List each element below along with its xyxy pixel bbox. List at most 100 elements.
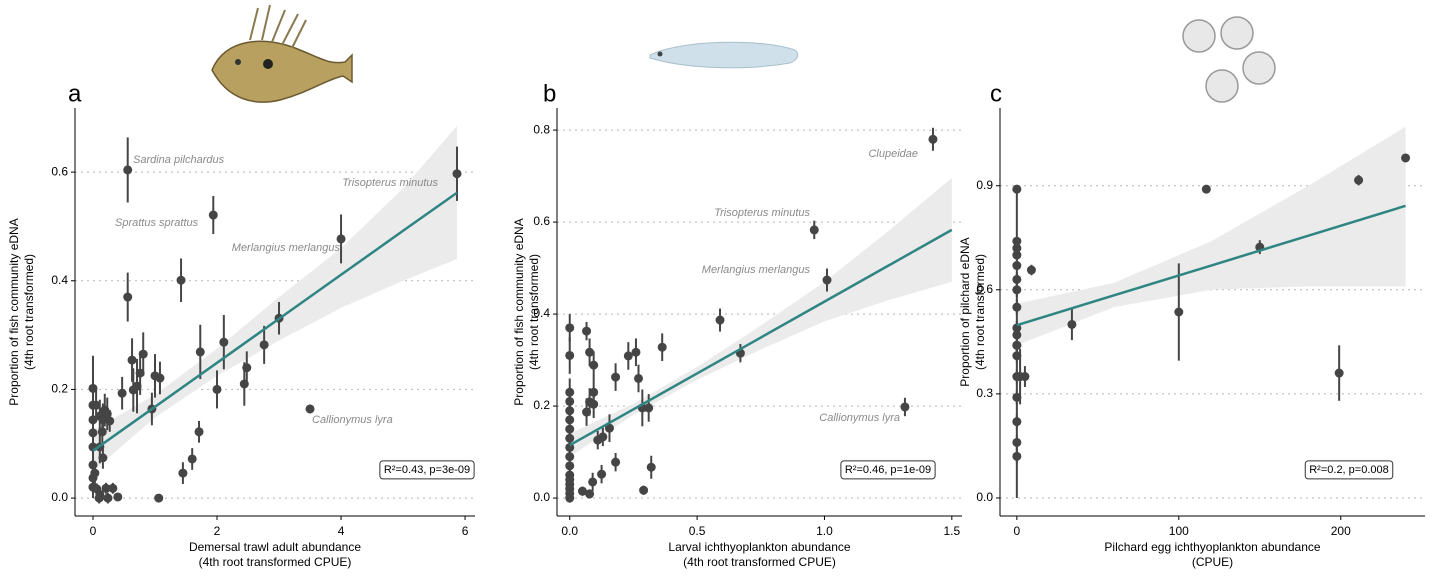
annotation: Merlangius merlangus bbox=[232, 242, 341, 254]
x-tick-label: 100 bbox=[1169, 524, 1189, 538]
point bbox=[585, 347, 595, 357]
x-axis-label: (CPUE) bbox=[1192, 555, 1233, 569]
egg-illustration bbox=[1182, 16, 1276, 103]
x-axis-label: (4th root transformed CPUE) bbox=[199, 555, 352, 569]
x-tick-label: 0.5 bbox=[689, 524, 706, 538]
annotation: Merlangius merlangus bbox=[702, 264, 811, 276]
point bbox=[208, 210, 218, 220]
y-tick-label: 0.6 bbox=[976, 282, 993, 296]
point bbox=[1201, 184, 1211, 194]
point bbox=[128, 385, 138, 395]
point bbox=[928, 134, 938, 144]
point bbox=[565, 350, 575, 360]
point bbox=[639, 485, 649, 495]
y-tick-label: 0.2 bbox=[533, 398, 550, 412]
y-tick-label: 0.4 bbox=[51, 273, 68, 287]
confidence-band bbox=[1016, 126, 1406, 346]
point bbox=[577, 486, 587, 496]
x-axis-label: (4th root transformed CPUE) bbox=[683, 555, 836, 569]
annotation: Sprattus sprattus bbox=[115, 217, 199, 229]
x-axis-label: Pilchard egg ichthyoplankton abundance bbox=[1104, 540, 1320, 554]
confidence-band bbox=[92, 125, 458, 471]
point bbox=[589, 360, 599, 370]
x-tick-label: 1.0 bbox=[816, 524, 833, 538]
y-tick-label: 0.0 bbox=[51, 490, 68, 504]
point bbox=[644, 403, 654, 413]
annotation: Callionymus lyra bbox=[312, 414, 393, 426]
point bbox=[127, 355, 137, 365]
stat-label: R²=0.43, p=3e-09 bbox=[384, 464, 470, 476]
fit-line bbox=[569, 228, 953, 447]
point bbox=[195, 347, 205, 357]
fish-illustration bbox=[211, 4, 353, 103]
confidence-band bbox=[569, 177, 952, 457]
fit-line bbox=[92, 191, 458, 452]
point bbox=[94, 493, 104, 503]
point bbox=[90, 468, 100, 478]
point bbox=[582, 407, 592, 417]
point bbox=[1401, 153, 1411, 163]
y-tick-label: 0.3 bbox=[976, 386, 993, 400]
point bbox=[582, 326, 592, 336]
point bbox=[900, 402, 910, 412]
y-axis-label: Proportion of fish community eDNA bbox=[512, 218, 526, 405]
point bbox=[123, 165, 133, 175]
point bbox=[1334, 368, 1344, 378]
point bbox=[715, 315, 725, 325]
point bbox=[212, 384, 222, 394]
point bbox=[585, 489, 595, 499]
point bbox=[91, 400, 101, 410]
point bbox=[611, 372, 621, 382]
annotation: Sardina pilchardus bbox=[133, 154, 225, 166]
fit-line bbox=[1016, 204, 1406, 327]
larva-illustration bbox=[649, 41, 799, 69]
annotation: Trisopterus minutus bbox=[714, 207, 810, 219]
point bbox=[1012, 340, 1022, 350]
annotation: Callionymus lyra bbox=[819, 412, 900, 424]
y-axis-label: (4th root transformed) bbox=[527, 254, 541, 370]
stat-box bbox=[840, 460, 936, 480]
point bbox=[336, 234, 346, 244]
point bbox=[117, 388, 127, 398]
point bbox=[259, 340, 269, 350]
point bbox=[187, 454, 197, 464]
panel-label: b bbox=[543, 80, 556, 107]
point bbox=[123, 292, 133, 302]
panel-label: c bbox=[990, 80, 1002, 107]
point bbox=[822, 275, 832, 285]
stat-box bbox=[379, 460, 475, 480]
point bbox=[305, 404, 315, 414]
x-tick-label: 4 bbox=[338, 524, 345, 538]
point bbox=[219, 337, 229, 347]
point bbox=[565, 323, 575, 333]
point bbox=[657, 342, 667, 352]
point bbox=[1012, 184, 1022, 194]
y-axis-label: Proportion of fish community eDNA bbox=[7, 218, 21, 405]
point bbox=[588, 477, 598, 487]
point bbox=[113, 492, 123, 502]
y-tick-label: 0.6 bbox=[51, 164, 68, 178]
panel-label: a bbox=[68, 80, 82, 107]
point bbox=[809, 225, 819, 235]
point bbox=[1026, 265, 1036, 275]
point bbox=[1020, 372, 1030, 382]
x-tick-label: 200 bbox=[1331, 524, 1351, 538]
y-axis-label: (4th root transformed) bbox=[973, 254, 987, 370]
annotation: Trisopterus minutus bbox=[342, 177, 438, 189]
annotation: Clupeidae bbox=[868, 148, 918, 160]
point bbox=[105, 416, 115, 426]
point bbox=[1174, 307, 1184, 317]
point bbox=[239, 379, 249, 389]
y-tick-label: 0.8 bbox=[533, 122, 550, 136]
point bbox=[611, 457, 621, 467]
point bbox=[103, 493, 113, 503]
point bbox=[98, 453, 108, 463]
point bbox=[194, 427, 204, 437]
x-tick-label: 0 bbox=[1014, 524, 1021, 538]
x-tick-label: 2 bbox=[214, 524, 221, 538]
y-tick-label: 0.0 bbox=[533, 490, 550, 504]
point bbox=[623, 351, 633, 361]
y-axis-label: (4th root transformed) bbox=[22, 254, 36, 370]
point bbox=[101, 483, 111, 493]
